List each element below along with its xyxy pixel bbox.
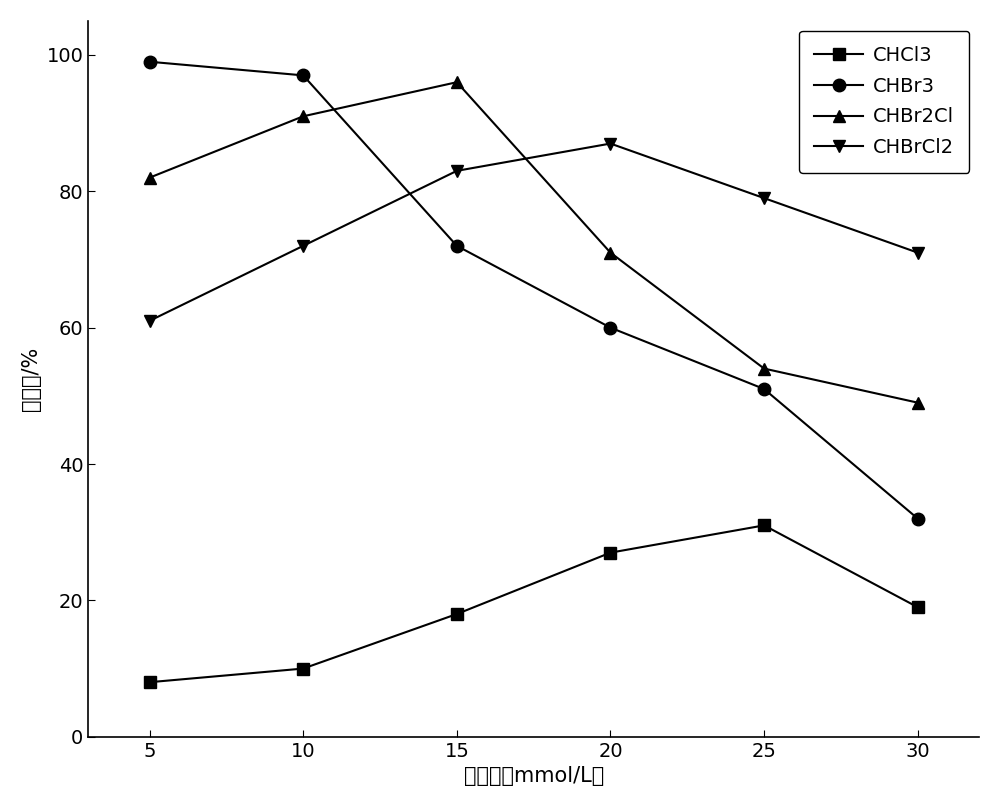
CHBrCl2 [604,139,616,148]
CHBrCl2 [758,193,770,203]
CHBrCl2 [297,241,309,251]
CHBr3 [144,57,156,67]
Line: CHBr3: CHBr3 [143,56,924,525]
CHBr3 [758,384,770,394]
Line: CHBr2Cl: CHBr2Cl [143,76,924,409]
Y-axis label: 去除率/%: 去除率/% [21,347,41,411]
Line: CHCl3: CHCl3 [143,519,924,688]
CHBrCl2 [451,166,463,176]
CHBr2Cl [604,248,616,257]
CHCl3 [297,663,309,673]
Line: CHBrCl2: CHBrCl2 [143,137,924,327]
CHBrCl2 [144,316,156,326]
CHCl3 [758,521,770,530]
Legend: CHCl3, CHBr3, CHBr2Cl, CHBrCl2: CHCl3, CHBr3, CHBr2Cl, CHBrCl2 [799,31,969,173]
CHBr2Cl [144,173,156,182]
CHBr2Cl [297,111,309,121]
X-axis label: 投加量（mmol/L）: 投加量（mmol/L） [464,766,604,786]
CHCl3 [451,609,463,619]
CHBr2Cl [758,364,770,374]
CHCl3 [604,548,616,558]
CHBrCl2 [912,248,924,257]
CHBr2Cl [912,398,924,408]
CHBr3 [604,323,616,332]
CHBr3 [451,241,463,251]
CHCl3 [144,677,156,687]
CHCl3 [912,602,924,612]
CHBr3 [297,70,309,80]
CHBr2Cl [451,77,463,87]
CHBr3 [912,514,924,524]
